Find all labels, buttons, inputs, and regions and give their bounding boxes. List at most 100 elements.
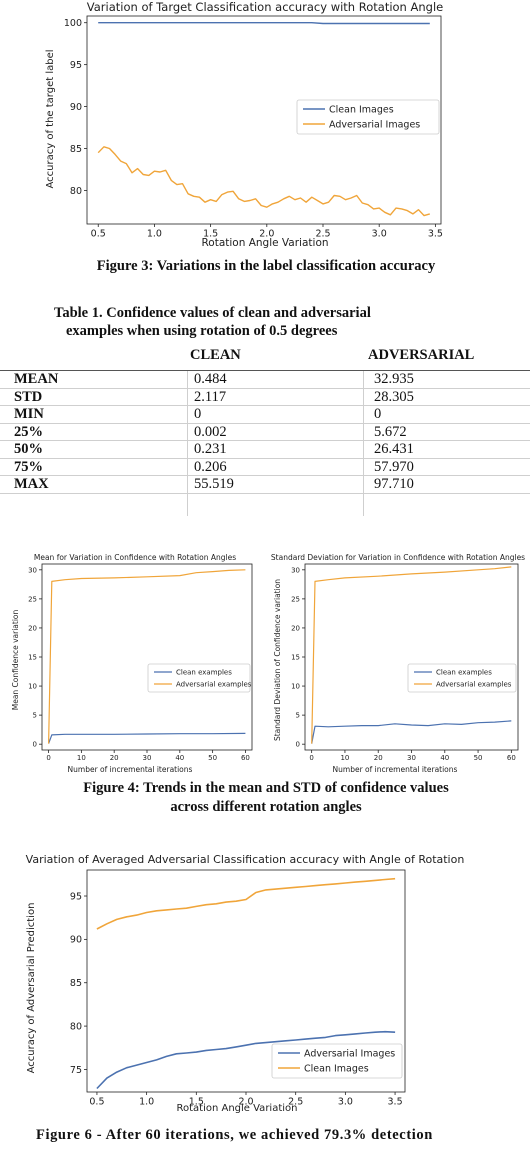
y-tick-label: 5 (296, 712, 300, 720)
legend-label: Clean Images (329, 104, 394, 115)
x-tick-label: 3.0 (372, 229, 387, 240)
legend-box (407, 663, 517, 693)
x-tick-label: 10 (77, 754, 86, 762)
y-tick-label: 80 (70, 186, 82, 197)
figure4-right-plot-area: 0 10 20 30 40 50 60 0 5 10 15 20 25 30 Clean examples A… (291, 563, 519, 762)
y-tick-label: 15 (291, 653, 300, 661)
legend-label: Clean examples (176, 668, 232, 676)
x-tick-label: 0 (46, 754, 50, 762)
y-tick-label: 0 (33, 741, 37, 749)
legend-box (147, 663, 251, 693)
x-tick-label: 2.0 (259, 229, 274, 240)
y-tick-label: 95 (70, 891, 82, 902)
table1-clean-value: 0.002 (194, 423, 227, 440)
x-tick-label: 20 (374, 754, 383, 762)
figure4-left-plot-area: 0 10 20 30 40 50 60 0 5 10 15 20 25 30 Clean examples A… (28, 563, 253, 762)
y-tick-label: 85 (70, 144, 82, 155)
legend-label: Clean examples (436, 668, 492, 676)
table1-adversarial-value: 97.710 (374, 476, 414, 493)
table1-row-label: STD (14, 388, 43, 405)
figure4-charts: Mean for Variation in Confidence with Ro… (11, 553, 525, 774)
legend-label: Adversarial examples (436, 680, 512, 688)
figure4-left-xlabel: Number of incremental iterations (68, 765, 193, 774)
figure3-ylabel: Accuracy of the target label (45, 49, 56, 188)
x-tick-label: 30 (143, 754, 152, 762)
x-tick-label: 0.5 (89, 1097, 104, 1108)
table1-row-max: MAX 55.519 97.710 (0, 476, 530, 493)
figure4-caption-line1: Figure 4: Trends in the mean and STD of … (83, 780, 449, 796)
figure3-xlabel: Rotation Angle Variation (201, 237, 328, 249)
x-tick-label: 2.0 (238, 1097, 253, 1108)
legend-label: Adversarial Images (329, 119, 420, 130)
table1-title-line2: examples when using rotation of 0.5 degr… (66, 323, 338, 339)
table1-row-label: 50% (14, 441, 43, 458)
table1-adversarial-value: 26.431 (374, 441, 414, 458)
series-line-1 (98, 22, 430, 25)
x-tick-label: 0.5 (91, 229, 106, 240)
table1-row-mean: MEAN 0.484 32.935 (0, 370, 530, 388)
x-tick-label: 3.0 (338, 1097, 353, 1108)
x-tick-label: 1.0 (139, 1097, 154, 1108)
plot-frame (41, 563, 253, 751)
plot-frame (304, 563, 519, 751)
legend-label: Adversarial examples (176, 680, 252, 688)
table1-row-label: 75% (14, 458, 43, 475)
x-tick-label: 0 (309, 754, 313, 762)
figure6-title: Variation of Averaged Adversarial Classi… (26, 853, 465, 866)
series-line-2 (97, 146, 431, 217)
table1-divider-1 (187, 371, 188, 516)
table1-adversarial-value: 28.305 (374, 388, 414, 405)
x-tick-label: 10 (340, 754, 349, 762)
figure3-chart: Variation of Target Classification accur… (45, 0, 443, 249)
series-line-1 (311, 720, 512, 744)
table1-row-75pct: 75% 0.206 57.970 (0, 458, 530, 476)
x-tick-label: 20 (110, 754, 119, 762)
y-tick-label: 0 (296, 741, 300, 749)
x-tick-label: 60 (507, 754, 516, 762)
table1-col-adversarial: ADVERSARIAL (368, 347, 475, 363)
figure6-plot-area: 0.5 1.0 1.5 2.0 2.5 3.0 3.5 75 80 85 90 95 Adversari… (70, 869, 406, 1108)
figure6-ylabel: Accuracy of Adversarial Prediction (26, 903, 37, 1074)
x-tick-label: 1.5 (189, 1097, 204, 1108)
table1-row-50pct: 50% 0.231 26.431 (0, 441, 530, 458)
table1-clean-value: 0.484 (194, 371, 227, 388)
figure4-right-ylabel: Standard Deviation of Confidence variati… (273, 579, 282, 741)
table1-row-label: 25% (14, 423, 43, 440)
table1-clean-value: 55.519 (194, 476, 234, 493)
x-tick-label: 40 (175, 754, 184, 762)
figure4-caption-line2: across different rotation angles (170, 799, 362, 815)
y-tick-label: 10 (28, 683, 37, 691)
y-tick-label: 90 (70, 102, 82, 113)
legend-label: Clean Images (304, 1063, 369, 1074)
table1-adversarial-value: 57.970 (374, 458, 414, 475)
table1-clean-value: 0.231 (194, 441, 227, 458)
series-line-2 (96, 877, 396, 930)
x-tick-label: 2.5 (315, 229, 330, 240)
y-tick-label: 25 (291, 595, 300, 603)
table1-row-label: MAX (14, 476, 49, 493)
x-tick-label: 3.5 (388, 1097, 403, 1108)
y-tick-label: 85 (70, 978, 82, 989)
table1-row-label: MIN (14, 406, 44, 423)
legend-label: Adversarial Images (304, 1048, 395, 1059)
y-tick-label: 75 (70, 1065, 82, 1076)
table1: MEAN 0.484 32.935 STD 2.117 28.305 MIN 0 0 25% 0.0… (0, 370, 530, 494)
table1-clean-value: 0 (194, 406, 202, 423)
table1-title-line1: Table 1. Confidence values of clean and … (54, 305, 371, 321)
x-tick-label: 3.5 (428, 229, 443, 240)
figure6-caption: Figure 6 - After 60 iterations, we achie… (36, 1127, 433, 1143)
y-tick-label: 10 (291, 683, 300, 691)
y-tick-label: 30 (28, 566, 37, 574)
y-tick-label: 30 (291, 566, 300, 574)
table1-row-25pct: 25% 0.002 5.672 (0, 423, 530, 441)
table1-row-label: MEAN (14, 371, 59, 388)
legend-box (296, 99, 440, 135)
table1-adversarial-value: 5.672 (374, 423, 407, 440)
y-tick-label: 95 (70, 60, 82, 71)
y-tick-label: 5 (33, 712, 37, 720)
legend-box (271, 1043, 403, 1079)
series-line-2 (311, 566, 512, 744)
table1-divider-2 (363, 371, 364, 516)
x-tick-label: 2.5 (288, 1097, 303, 1108)
table1-adversarial-value: 32.935 (374, 371, 414, 388)
